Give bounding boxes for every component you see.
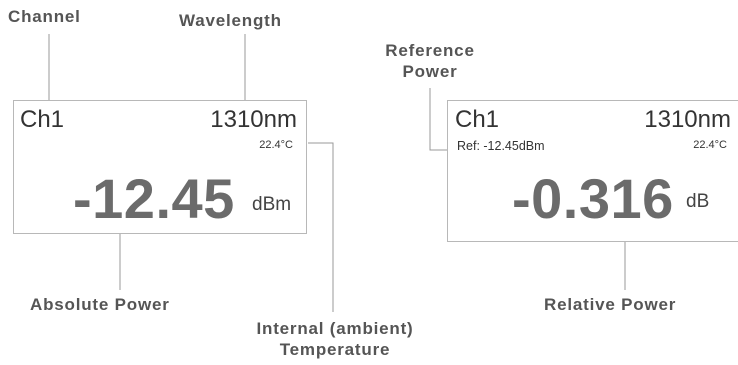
temperature-leader-line <box>308 142 334 312</box>
power-unit: dBm <box>252 194 292 215</box>
temperature-readout: 22.4°C <box>259 139 293 151</box>
power-unit: dB <box>686 191 710 212</box>
internal-temperature-callout-line2: Temperature <box>279 340 391 359</box>
reference-power-callout-line2: Power <box>402 62 458 81</box>
internal-temperature-callout-line1: Internal (ambient) <box>256 319 414 338</box>
relative-power-reading: -0.316 <box>512 167 674 230</box>
channel-label: Ch1 <box>455 106 500 133</box>
internal-temperature-callout: Internal (ambient) Temperature <box>235 318 435 360</box>
absolute-power-callout: Absolute Power <box>30 295 170 314</box>
absolute-power-reading: -12.45 <box>73 167 235 230</box>
channel-label: Ch1 <box>20 106 65 133</box>
wavelength-label: 1310nm <box>210 106 297 133</box>
relative-power-callout: Relative Power <box>544 295 677 314</box>
reference-power-callout: Reference Power <box>370 40 490 82</box>
channel-callout: Channel <box>8 7 81 26</box>
reference-power-callout-line1: Reference <box>385 41 475 60</box>
absolute-power-display: Ch1 1310nm 22.4°C -12.45 dBm <box>13 100 307 234</box>
reference-power-readout: Ref: -12.45dBm <box>457 139 545 153</box>
wavelength-callout: Wavelength <box>179 11 282 30</box>
wavelength-label: 1310nm <box>644 106 731 133</box>
temperature-readout: 22.4°C <box>693 139 727 151</box>
relative-power-display: Ch1 1310nm Ref: -12.45dBm 22.4°C -0.316 … <box>447 100 738 242</box>
